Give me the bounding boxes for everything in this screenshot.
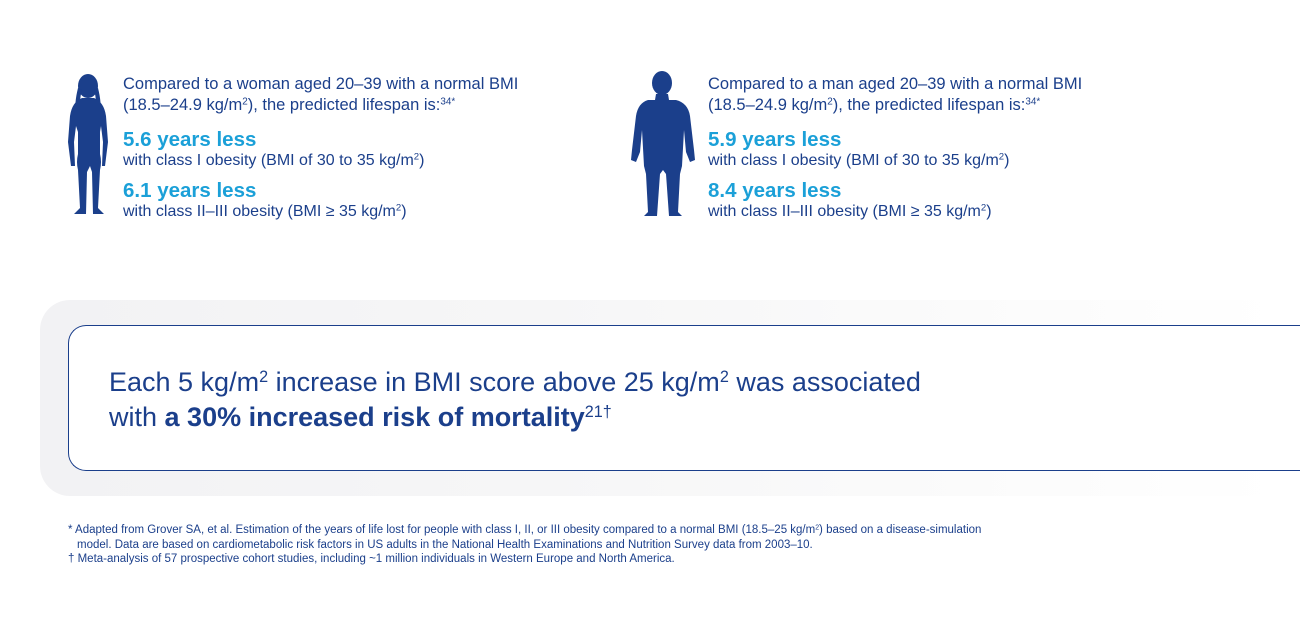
man-lifespan-panel: Compared to a man aged 20–39 with a norm… bbox=[628, 70, 1148, 270]
woman-stat-class1: 5.6 years less with class I obesity (BMI… bbox=[123, 128, 603, 171]
stat-description: with class I obesity (BMI of 30 to 35 kg… bbox=[123, 151, 425, 169]
woman-lifespan-panel: Compared to a woman aged 20–39 with a no… bbox=[62, 70, 582, 270]
callout-text: Each 5 kg/m2 increase in BMI score above… bbox=[109, 367, 921, 432]
woman-stat-class2-3: 6.1 years less with class II–III obesity… bbox=[123, 179, 603, 222]
man-silhouette-icon bbox=[631, 71, 695, 216]
stat-description: with class II–III obesity (BMI ≥ 35 kg/m… bbox=[708, 202, 992, 220]
woman-silhouette-icon bbox=[68, 74, 108, 214]
footnote-asterisk-cont: model. Data are based on cardiometabolic… bbox=[77, 538, 813, 551]
callout-emphasis: a 30% increased risk of mortality bbox=[164, 402, 585, 432]
footnotes: * Adapted from Grover SA, et al. Estimat… bbox=[68, 523, 1188, 567]
stat-description: with class I obesity (BMI of 30 to 35 kg… bbox=[708, 151, 1010, 169]
stat-heading: 8.4 years less bbox=[708, 179, 842, 202]
mortality-risk-callout: Each 5 kg/m2 increase in BMI score above… bbox=[68, 325, 1300, 471]
man-stat-class1: 5.9 years less with class I obesity (BMI… bbox=[708, 128, 1188, 171]
man-intro-text: Compared to a man aged 20–39 with a norm… bbox=[708, 75, 1083, 114]
stat-description: with class II–III obesity (BMI ≥ 35 kg/m… bbox=[123, 202, 407, 220]
stat-heading: 5.9 years less bbox=[708, 128, 842, 151]
footnote-asterisk: * Adapted from Grover SA, et al. Estimat… bbox=[68, 524, 982, 536]
footnote-dagger: † Meta-analysis of 57 prospective cohort… bbox=[68, 553, 675, 565]
stat-heading: 5.6 years less bbox=[123, 128, 257, 151]
stat-heading: 6.1 years less bbox=[123, 179, 257, 202]
man-stat-class2-3: 8.4 years less with class II–III obesity… bbox=[708, 179, 1188, 222]
woman-intro-text: Compared to a woman aged 20–39 with a no… bbox=[123, 75, 519, 114]
